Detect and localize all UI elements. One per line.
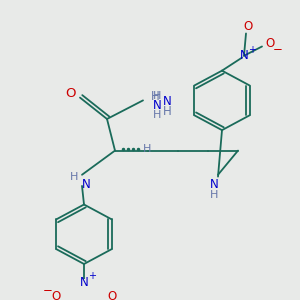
Text: H: H: [153, 110, 161, 120]
Text: O: O: [51, 290, 61, 300]
Text: O: O: [266, 37, 274, 50]
Text: N: N: [153, 100, 161, 112]
Text: H: H: [210, 190, 218, 200]
Text: +: +: [88, 271, 96, 281]
Text: −: −: [43, 284, 53, 298]
Text: +: +: [248, 45, 256, 55]
Text: H: H: [153, 91, 161, 101]
Text: O: O: [243, 20, 253, 32]
Text: H: H: [151, 90, 159, 103]
Text: H: H: [143, 144, 151, 154]
Text: N: N: [82, 178, 90, 190]
Text: −: −: [273, 43, 283, 56]
Text: N: N: [163, 95, 171, 108]
Text: O: O: [107, 290, 117, 300]
Text: O: O: [66, 87, 76, 101]
Text: H: H: [70, 172, 78, 182]
Text: N: N: [240, 49, 248, 62]
Text: N: N: [210, 178, 218, 190]
Text: H: H: [163, 105, 171, 118]
Text: N: N: [80, 276, 88, 289]
